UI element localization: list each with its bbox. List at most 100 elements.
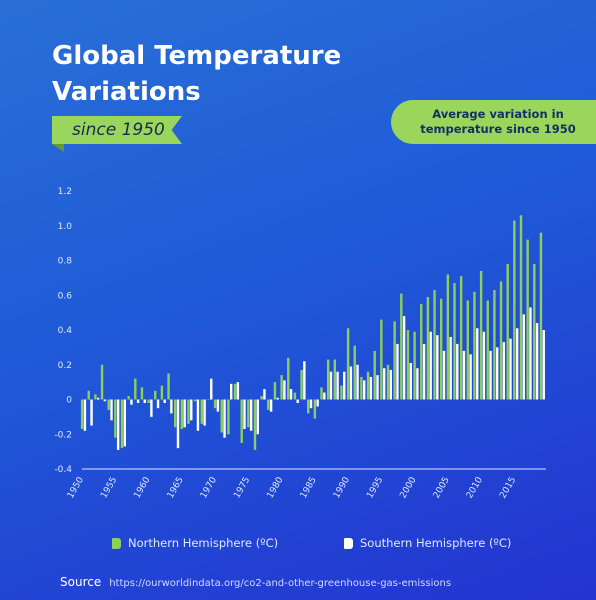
bar-northern xyxy=(260,396,263,400)
bar-southern xyxy=(97,397,100,400)
x-tick-label: 2010 xyxy=(465,475,485,500)
y-tick-label: 1.2 xyxy=(58,187,72,197)
bar-southern xyxy=(156,399,160,409)
bar-northern xyxy=(380,319,383,400)
bar-northern xyxy=(253,399,257,450)
bar-southern xyxy=(396,343,399,400)
source-url: https://ourworldindata.org/co2-and-other… xyxy=(109,578,452,589)
chart-subtitle: since 1950 xyxy=(72,120,165,140)
bar-southern xyxy=(469,354,472,400)
bar-northern xyxy=(207,399,210,401)
bar-southern xyxy=(203,399,206,426)
bar-southern xyxy=(83,399,87,431)
bar-northern xyxy=(486,300,489,400)
bar-northern xyxy=(267,399,270,410)
bar-northern xyxy=(353,345,356,400)
bar-southern xyxy=(496,347,499,400)
bar-southern xyxy=(150,399,153,417)
bar-southern xyxy=(442,350,446,400)
legend-northern: Northern Hemisphere (ºC) xyxy=(112,536,278,550)
bar-northern xyxy=(180,399,184,430)
bar-southern xyxy=(356,364,359,400)
bar-northern xyxy=(120,399,124,449)
bar-northern xyxy=(433,290,436,400)
bar-southern xyxy=(422,343,426,400)
bar-southern xyxy=(276,397,279,400)
bar-southern xyxy=(489,350,492,400)
legend-southern-label: Southern Hemisphere (ºC) xyxy=(360,536,512,550)
bar-northern xyxy=(227,399,230,435)
bar-southern xyxy=(502,342,506,400)
bar-southern xyxy=(223,399,226,438)
source-line: Source https://ourworldindata.org/co2-and… xyxy=(60,575,451,589)
y-tick-label: -0.2 xyxy=(54,430,72,440)
bar-northern xyxy=(326,359,330,400)
y-tick-label: 0.6 xyxy=(58,291,73,301)
bar-southern xyxy=(376,375,379,400)
bar-northern xyxy=(333,359,336,400)
bar-southern xyxy=(103,399,107,402)
legend-southern-swatch xyxy=(344,537,353,549)
bar-northern xyxy=(160,385,164,400)
bar-northern xyxy=(346,328,350,400)
bar-southern xyxy=(336,371,339,400)
bar-northern xyxy=(519,215,523,400)
y-tick-label: 0.4 xyxy=(58,326,73,336)
bar-northern xyxy=(300,369,303,400)
bar-southern xyxy=(462,350,466,400)
x-tick-label: 1975 xyxy=(232,476,252,501)
bar-southern xyxy=(136,399,140,403)
bar-northern xyxy=(100,364,104,400)
bar-southern xyxy=(236,382,240,400)
y-axis-ticks: -0.4 -0.2 0 0.2 0.4 0.6 0.8 1.0 1.2 xyxy=(54,187,72,475)
bar-northern xyxy=(513,220,516,400)
bar-northern xyxy=(440,298,443,400)
bar-southern xyxy=(476,328,479,400)
bar-northern xyxy=(233,383,237,400)
bar-southern xyxy=(143,399,146,403)
bar-southern xyxy=(190,399,193,421)
legend-northern-label: Northern Hemisphere (ºC) xyxy=(128,536,279,550)
bar-northern xyxy=(386,364,390,400)
bar-southern xyxy=(369,376,373,400)
bar-northern xyxy=(94,394,97,400)
bar-southern xyxy=(269,399,273,412)
bar-northern xyxy=(187,399,190,424)
bar-southern xyxy=(230,383,233,400)
bar-northern xyxy=(499,281,503,400)
chart-title: Global Temperature Variations xyxy=(52,41,342,107)
bar-southern xyxy=(402,316,406,400)
bar-southern xyxy=(196,399,200,431)
bar-southern xyxy=(509,338,512,400)
bar-southern xyxy=(296,399,299,403)
x-tick-label: 2005 xyxy=(432,476,452,501)
bar-southern xyxy=(529,307,532,400)
bar-northern xyxy=(167,373,170,400)
bar-southern xyxy=(329,371,333,400)
bar-northern xyxy=(193,399,197,402)
bar-northern xyxy=(140,387,144,400)
bar-northern xyxy=(493,290,496,400)
bar-northern xyxy=(127,396,130,400)
bar-southern xyxy=(416,368,419,400)
x-tick-label: 1970 xyxy=(199,475,219,500)
bar-southern xyxy=(429,331,432,400)
bar-northern xyxy=(366,371,370,400)
bar-northern xyxy=(539,232,543,400)
bar-southern xyxy=(409,363,412,400)
bar-northern xyxy=(373,350,376,400)
bar-northern xyxy=(213,399,217,409)
bar-southern xyxy=(389,369,392,400)
bar-southern xyxy=(283,380,286,400)
y-tick-label: 0.2 xyxy=(58,361,72,371)
bar-southern xyxy=(382,368,386,400)
bar-northern xyxy=(147,399,150,403)
bar-southern xyxy=(130,399,133,405)
bar-northern xyxy=(220,399,223,433)
bar-series xyxy=(80,215,545,450)
bar-southern xyxy=(183,399,186,428)
bar-southern xyxy=(449,336,452,400)
bar-southern xyxy=(289,389,293,400)
average-variation-badge: Average variation in temperature since 1… xyxy=(391,100,596,144)
